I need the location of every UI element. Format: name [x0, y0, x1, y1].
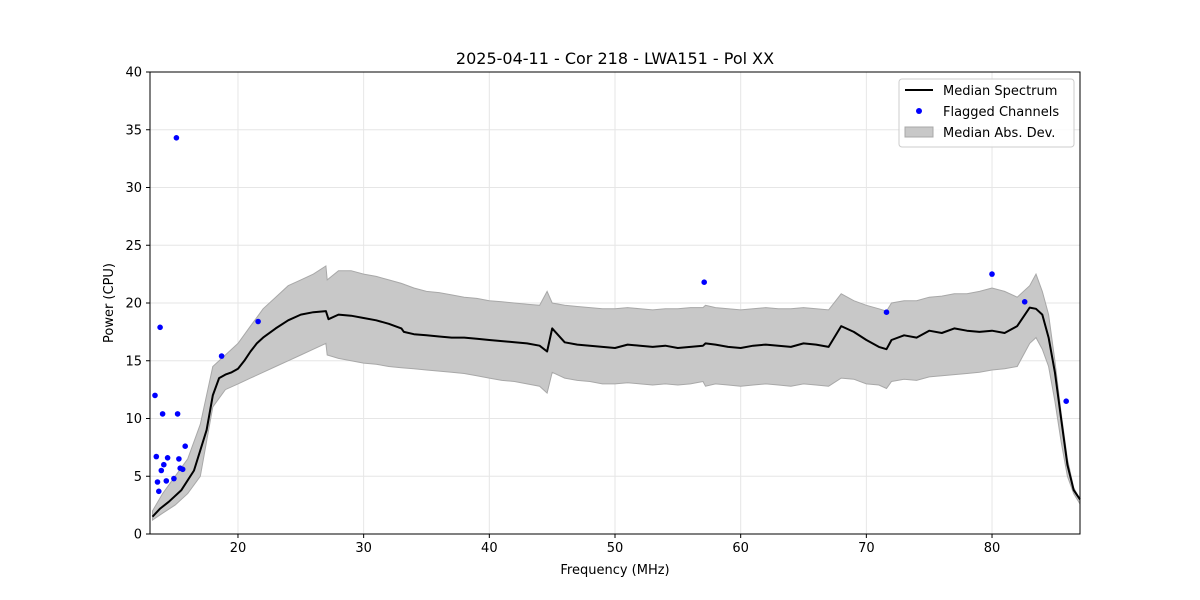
legend-median-label: Median Spectrum — [943, 84, 1057, 99]
flagged-channel-point — [182, 443, 188, 450]
flagged-channel-point — [174, 411, 181, 417]
x-axis-label: Frequency (MHz) — [560, 563, 669, 578]
flagged-channel-point — [1021, 299, 1028, 305]
y-axis-label: Power (CPU) — [102, 263, 117, 343]
mad-band — [152, 265, 1081, 522]
x-tick-label: 30 — [355, 541, 372, 556]
flagged-channel-point — [255, 318, 261, 325]
flagged-channel-point — [883, 309, 890, 316]
y-tick-label: 20 — [125, 297, 142, 312]
legend-mad-label: Median Abs. Dev. — [943, 126, 1055, 141]
mad-band-layer — [152, 265, 1081, 522]
y-ticks: 0 5 10 15 20 25 30 35 40 — [125, 66, 150, 543]
x-tick-label: 60 — [732, 541, 749, 556]
x-tick-label: 80 — [984, 541, 1001, 556]
x-tick-label: 40 — [481, 541, 498, 556]
flagged-channel-point — [163, 478, 170, 484]
y-tick-label: 35 — [125, 123, 142, 138]
flagged-channel-point — [158, 467, 165, 474]
flagged-channel-point — [159, 411, 166, 417]
y-tick-label: 25 — [125, 239, 142, 254]
y-tick-label: 15 — [125, 354, 142, 369]
x-ticks: 20 30 40 50 60 70 80 — [230, 534, 1001, 556]
flagged-channel-point — [153, 453, 160, 460]
legend-flagged-swatch — [916, 108, 922, 114]
x-tick-label: 70 — [858, 541, 875, 556]
flagged-channel-point — [176, 456, 182, 462]
chart-title: 2025-04-11 - Cor 218 - LWA151 - Pol XX — [456, 49, 774, 68]
legend: Median Spectrum Flagged Channels Median … — [898, 78, 1075, 148]
flagged-channel-point — [161, 461, 167, 468]
x-tick-label: 50 — [607, 541, 624, 556]
x-tick-label: 20 — [230, 541, 247, 556]
legend-mad-swatch — [904, 126, 934, 138]
legend-flagged-label: Flagged Channels — [943, 105, 1059, 120]
flagged-points-layer — [152, 135, 1069, 495]
flagged-channel-point — [152, 392, 158, 399]
flagged-channel-point — [701, 279, 707, 286]
flagged-channel-point — [173, 135, 180, 141]
flagged-channel-point — [164, 455, 171, 461]
y-tick-label: 10 — [125, 412, 142, 427]
median-spectrum-line — [151, 306, 1081, 518]
flagged-channel-point — [218, 353, 225, 359]
median-line-layer — [151, 306, 1081, 518]
y-tick-label: 0 — [134, 528, 142, 543]
flagged-channel-point — [156, 488, 162, 495]
legend-box — [898, 78, 1075, 148]
flagged-channel-point — [989, 271, 995, 277]
flagged-channel-point — [171, 475, 177, 482]
flagged-channel-point — [154, 479, 161, 485]
y-tick-label: 30 — [125, 181, 142, 196]
y-tick-label: 5 — [134, 470, 142, 485]
flagged-channel-point — [1063, 398, 1069, 405]
flagged-channel-point — [179, 466, 186, 473]
flagged-channel-point — [157, 324, 163, 331]
y-tick-label: 40 — [125, 66, 142, 81]
